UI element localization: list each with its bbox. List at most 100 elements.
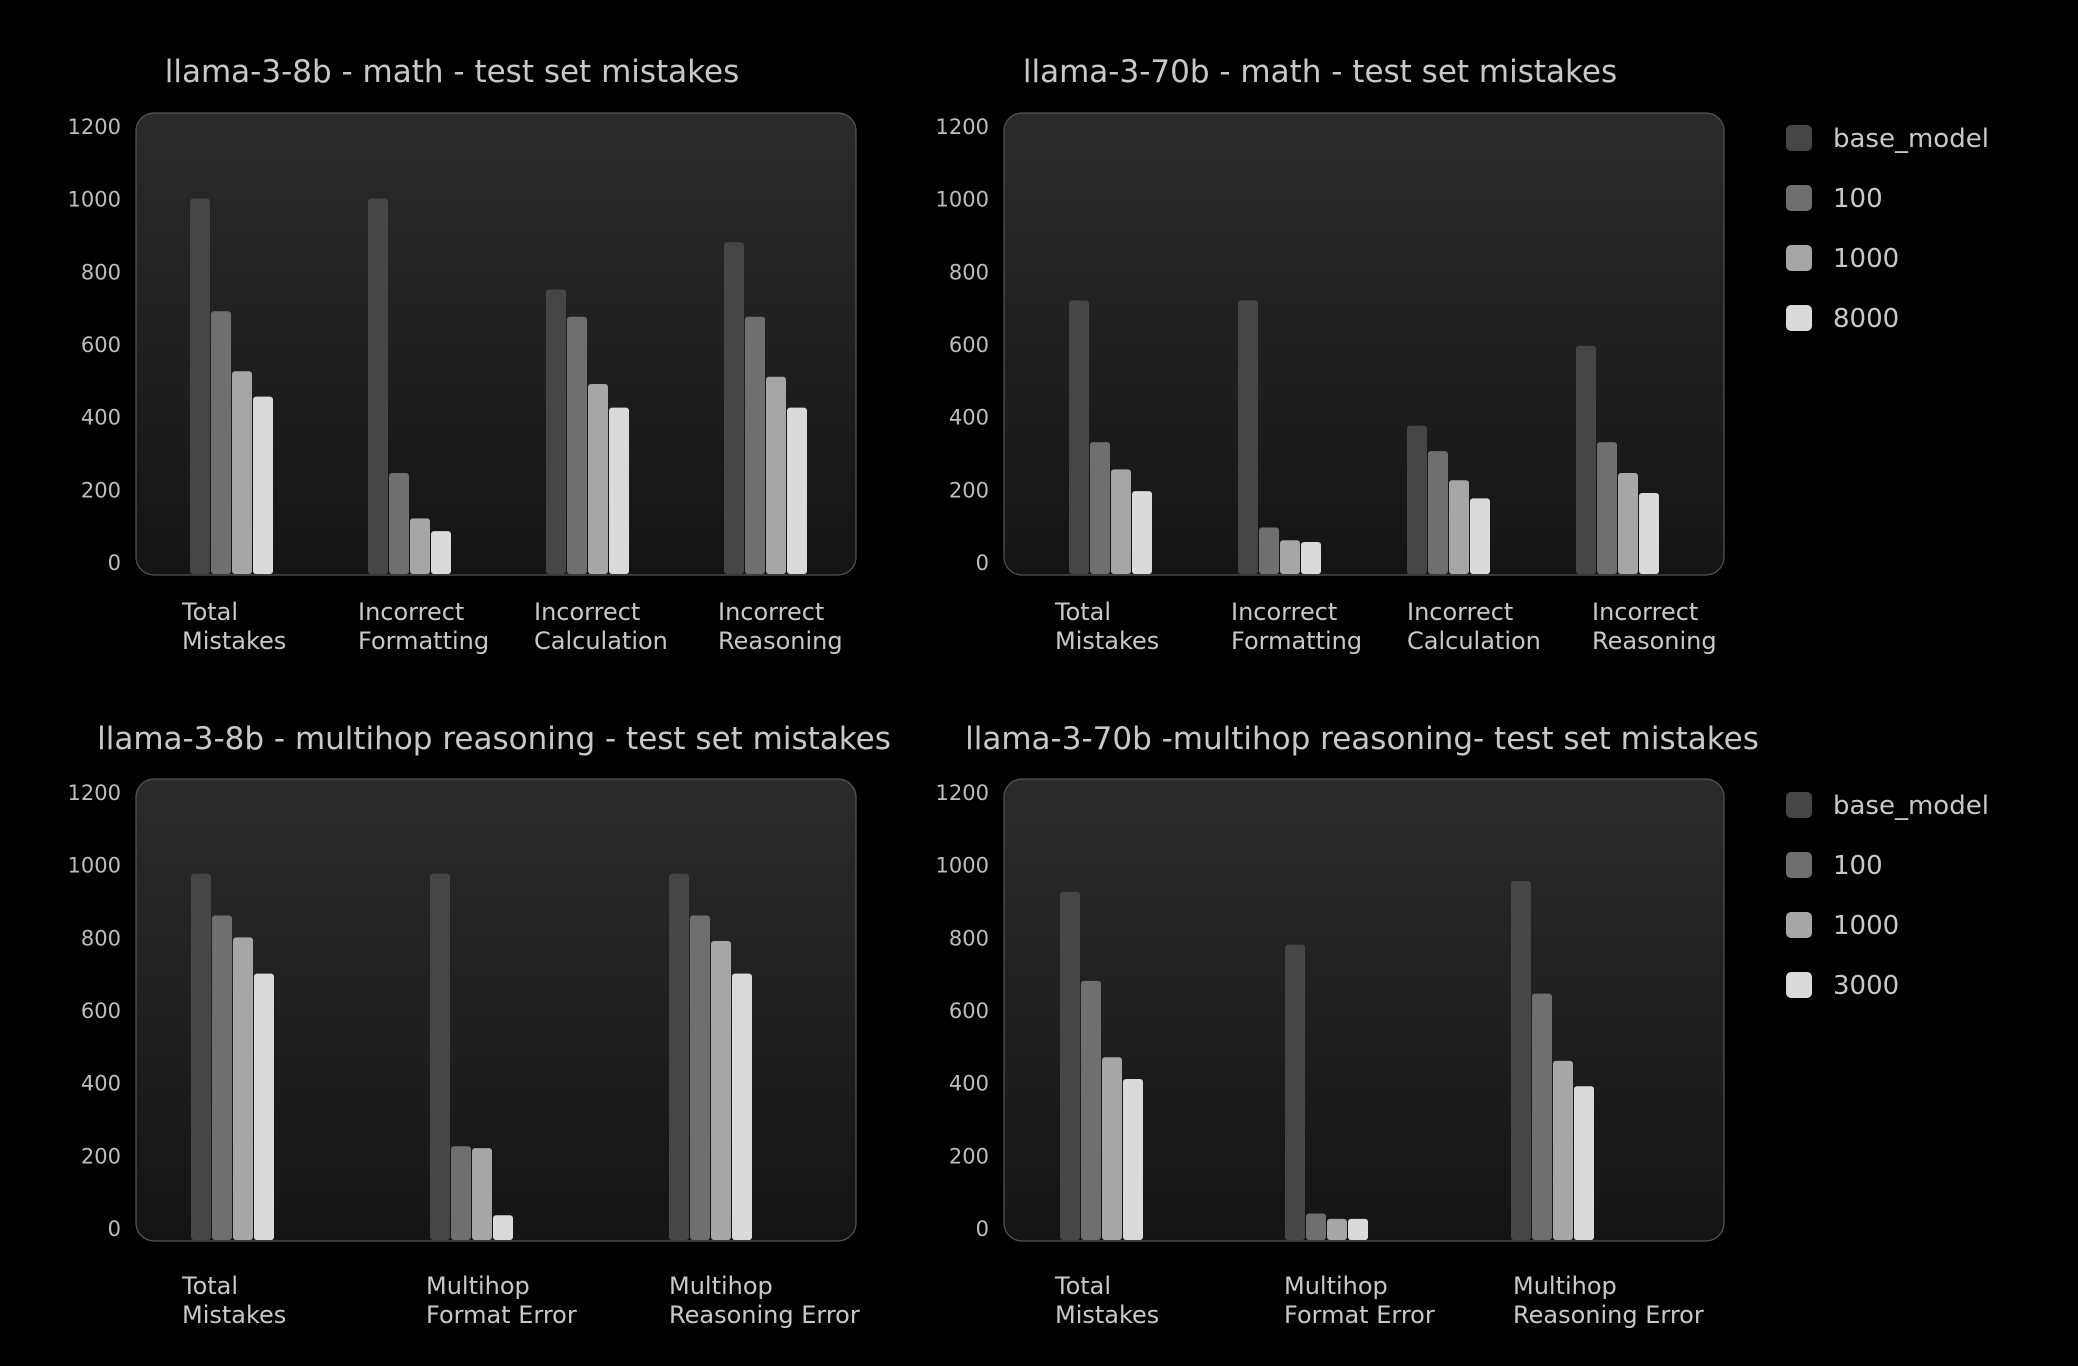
bar-base_model-1 [1285, 944, 1305, 1240]
y-tick-label: 800 [81, 926, 121, 950]
plot-area [1003, 112, 1725, 576]
legend-label: base_model [1833, 124, 1989, 154]
bar-base_model-0 [191, 873, 211, 1240]
y-tick-label: 200 [81, 1144, 121, 1168]
bar-3000-1 [493, 1215, 513, 1240]
y-tick-label: 200 [81, 478, 121, 502]
legend-swatch [1786, 125, 1812, 151]
bar-1000-0 [232, 371, 252, 574]
bar-100-2 [1428, 451, 1448, 574]
bar-8000-0 [253, 396, 273, 574]
y-tick-label: 600 [81, 999, 121, 1023]
legend-swatch [1786, 185, 1812, 211]
x-category-label: Multihop Format Error [426, 1272, 577, 1329]
bar-base_model-2 [1407, 425, 1427, 574]
plot-area [135, 112, 857, 576]
x-category-label: Total Mistakes [181, 1272, 286, 1329]
x-category-label: Incorrect Calculation [534, 598, 668, 655]
bar-1000-2 [1553, 1060, 1573, 1240]
bar-100-1 [1306, 1213, 1326, 1240]
y-tick-label: 400 [81, 1072, 121, 1096]
bar-base_model-0 [1060, 891, 1080, 1240]
legend-label: 100 [1833, 851, 1883, 881]
y-tick-label: 1000 [936, 188, 989, 212]
bar-100-1 [389, 472, 409, 574]
bar-base_model-0 [1069, 300, 1089, 574]
bar-3000-0 [1123, 1079, 1143, 1240]
y-tick-label: 600 [949, 333, 989, 357]
bar-100-2 [690, 915, 710, 1240]
legend-swatch [1786, 972, 1812, 998]
y-tick-label: 1200 [936, 115, 989, 139]
bar-1000-1 [1280, 540, 1300, 574]
bar-3000-2 [1574, 1086, 1594, 1240]
bar-base_model-3 [1576, 345, 1596, 574]
y-tick-label: 800 [949, 260, 989, 284]
bar-3000-1 [1348, 1218, 1368, 1240]
y-tick-label: 800 [949, 926, 989, 950]
legend-swatch [1786, 852, 1812, 878]
bar-8000-0 [1132, 491, 1152, 574]
bar-100-3 [1597, 442, 1617, 574]
bar-100-0 [1090, 442, 1110, 574]
chart-panel-1: llama-3-8b - math - test set mistakes 0 20… [68, 54, 857, 655]
legend-swatch [1786, 912, 1812, 938]
y-tick-label: 400 [81, 406, 121, 430]
legend-label: 100 [1833, 184, 1883, 214]
bar-100-0 [1081, 980, 1101, 1240]
bar-100-1 [451, 1146, 471, 1240]
legend-label: 3000 [1833, 971, 1899, 1001]
bar-base_model-2 [669, 873, 689, 1240]
chart-panel-3: llama-3-8b - multihop reasoning - test s… [68, 721, 891, 1329]
bar-base_model-1 [368, 198, 388, 574]
x-category-label: Incorrect Calculation [1407, 598, 1541, 655]
bar-1000-2 [711, 940, 731, 1240]
y-tick-label: 0 [976, 551, 989, 575]
legend-label: 1000 [1833, 911, 1899, 941]
bar-1000-0 [1102, 1057, 1122, 1240]
y-tick-label: 600 [949, 999, 989, 1023]
x-category-label: Multihop Format Error [1284, 1272, 1435, 1329]
x-category-label: Multihop Reasoning Error [1513, 1272, 1704, 1329]
y-tick-label: 1000 [68, 188, 121, 212]
bar-base_model-2 [546, 289, 566, 574]
chart-panel-2: llama-3-70b - math - test set mistakes 0 2… [936, 54, 1725, 655]
bar-1000-1 [472, 1148, 492, 1240]
chart-title: llama-3-8b - math - test set mistakes [165, 54, 740, 90]
legend-label: 1000 [1833, 244, 1899, 274]
y-tick-label: 1200 [68, 115, 121, 139]
chart-title: llama-3-70b - math - test set mistakes [1023, 54, 1617, 90]
y-tick-label: 1200 [936, 781, 989, 805]
chart-panel-4: llama-3-70b -multihop reasoning- test se… [936, 721, 1759, 1329]
legend-swatch [1786, 792, 1812, 818]
legend-swatch [1786, 305, 1812, 331]
y-tick-label: 400 [949, 1072, 989, 1096]
y-tick-label: 800 [81, 260, 121, 284]
bar-100-0 [212, 915, 232, 1240]
bar-100-2 [1532, 993, 1552, 1240]
x-category-label: Incorrect Formatting [1231, 598, 1362, 655]
legend-label: 8000 [1833, 304, 1899, 334]
bar-1000-0 [233, 937, 253, 1240]
legend-2: base_model 100 1000 3000 [1786, 791, 1989, 1001]
bar-3000-0 [254, 973, 274, 1240]
legend-1: base_model 100 1000 8000 [1786, 124, 1989, 334]
y-tick-label: 0 [976, 1217, 989, 1241]
bar-base_model-3 [724, 242, 744, 574]
bar-base_model-2 [1511, 881, 1531, 1240]
y-tick-label: 1200 [68, 781, 121, 805]
bar-1000-1 [410, 518, 430, 574]
bar-8000-1 [1301, 542, 1321, 574]
bar-100-1 [1259, 527, 1279, 574]
legend-swatch [1786, 245, 1812, 271]
bar-100-0 [211, 311, 231, 574]
bar-100-3 [745, 316, 765, 574]
bar-8000-3 [1639, 492, 1659, 574]
y-tick-label: 600 [81, 333, 121, 357]
bar-8000-3 [787, 407, 807, 574]
chart-title: llama-3-70b -multihop reasoning- test se… [965, 721, 1759, 757]
x-category-label: Incorrect Formatting [358, 598, 489, 655]
bar-1000-2 [1449, 480, 1469, 574]
bar-base_model-0 [190, 198, 210, 574]
